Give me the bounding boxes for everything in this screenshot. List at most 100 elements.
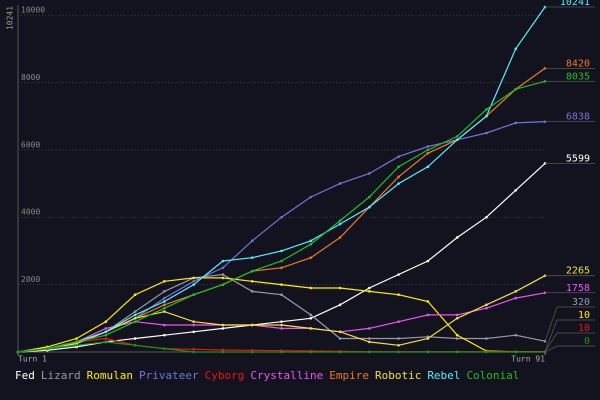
- point: [514, 290, 518, 293]
- point: [221, 327, 225, 330]
- point: [192, 279, 195, 283]
- point: [221, 348, 225, 352]
- point: [280, 266, 283, 270]
- point: [426, 165, 430, 169]
- point: [426, 151, 430, 155]
- point: [104, 320, 108, 323]
- point: [133, 320, 137, 323]
- point: [426, 148, 430, 152]
- point: [280, 320, 283, 323]
- point: [397, 350, 400, 354]
- point: [514, 188, 518, 192]
- y-tick-label: 2000: [21, 275, 40, 284]
- point: [338, 337, 342, 340]
- point: [309, 327, 313, 330]
- point: [485, 215, 488, 219]
- point: [485, 131, 488, 135]
- point: [485, 114, 488, 118]
- y-tick-label: 4000: [21, 208, 40, 217]
- point: [163, 310, 166, 313]
- point: [221, 350, 225, 354]
- point: [163, 290, 166, 293]
- end-label: 8035: [566, 71, 590, 82]
- y-tick-label: 6000: [21, 140, 40, 149]
- label-leader: [544, 332, 595, 352]
- end-label: 2265: [566, 266, 590, 277]
- point: [280, 215, 283, 219]
- point: [104, 327, 108, 330]
- point: [45, 347, 49, 350]
- point: [309, 242, 313, 246]
- point: [104, 337, 108, 340]
- point: [397, 165, 400, 169]
- point: [485, 303, 488, 307]
- series-line: [17, 121, 546, 353]
- point: [163, 296, 166, 300]
- end-label: 10: [578, 310, 590, 321]
- point: [514, 350, 518, 354]
- point: [221, 323, 225, 327]
- point: [514, 296, 518, 300]
- legend-entry: Colonial: [466, 369, 519, 382]
- point: [397, 320, 400, 323]
- point: [250, 290, 254, 293]
- point: [163, 303, 166, 307]
- point: [192, 330, 195, 334]
- point: [426, 300, 430, 303]
- point: [250, 279, 254, 283]
- point: [368, 290, 371, 293]
- point: [221, 283, 225, 286]
- point: [309, 313, 313, 317]
- point: [192, 350, 195, 354]
- point: [455, 317, 459, 320]
- point: [133, 310, 137, 313]
- series-line: [17, 6, 546, 353]
- end-label: 6838: [566, 112, 590, 123]
- point: [192, 293, 195, 297]
- x-tick-label: Turn 91: [511, 355, 545, 364]
- end-label: 8420: [566, 58, 590, 69]
- end-label: 10241: [560, 0, 590, 8]
- legend-entry: Romulan: [87, 369, 133, 382]
- point: [163, 333, 166, 337]
- point: [455, 236, 459, 239]
- point: [368, 337, 371, 340]
- series-line: [17, 162, 546, 353]
- point: [426, 313, 430, 317]
- end-label: 10: [578, 323, 590, 334]
- point: [250, 256, 254, 259]
- series-line: [17, 277, 545, 353]
- point: [104, 330, 108, 334]
- point: [397, 273, 400, 276]
- label-leader: [544, 345, 595, 353]
- point: [368, 205, 371, 209]
- point: [338, 219, 342, 222]
- legend-entry: Empire: [329, 369, 369, 382]
- point: [104, 333, 108, 337]
- point: [455, 313, 459, 317]
- point: [250, 323, 254, 327]
- point: [368, 286, 371, 290]
- point: [514, 47, 518, 51]
- legend-entry: Fed: [15, 369, 35, 382]
- y-max-label: 10241: [6, 6, 15, 30]
- point: [163, 347, 166, 350]
- point: [543, 80, 547, 83]
- point: [163, 300, 166, 303]
- point: [221, 273, 225, 276]
- point: [455, 337, 459, 340]
- point: [485, 337, 488, 340]
- point: [485, 350, 488, 354]
- point: [280, 249, 283, 253]
- point: [485, 306, 488, 310]
- point: [426, 145, 430, 148]
- x-tick-label: Turn 1: [18, 355, 47, 364]
- point: [280, 259, 283, 263]
- y-tick-label: 10000: [21, 6, 45, 15]
- point: [514, 87, 518, 91]
- point: [338, 350, 342, 354]
- point: [163, 279, 166, 283]
- point: [455, 135, 459, 138]
- end-label: 320: [572, 297, 590, 308]
